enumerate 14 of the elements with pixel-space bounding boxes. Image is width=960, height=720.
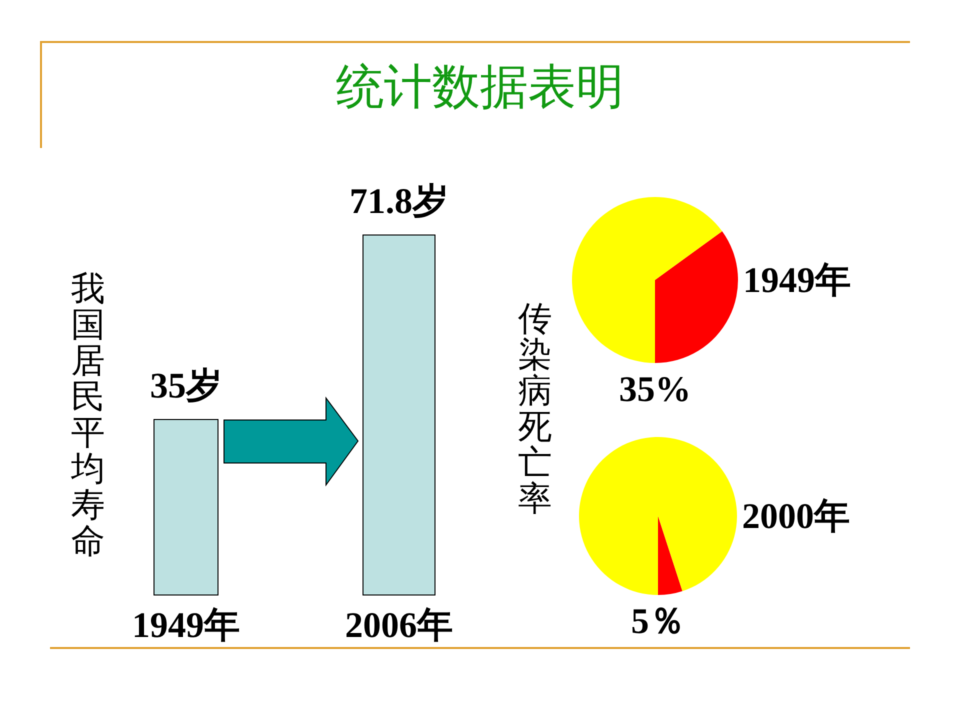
x-tick-label: 2006年 [345, 605, 453, 645]
chart-title: 统计数据表明 [336, 59, 624, 115]
pie-slice [658, 516, 682, 595]
y-axis-title: 我国居民平均寿命 [70, 269, 105, 562]
data-label: 71.8岁 [350, 181, 448, 221]
data-label: 35岁 [150, 366, 222, 406]
pie-slice [655, 231, 738, 363]
text: 传染病死亡率 [518, 299, 552, 520]
text: 2000年 [742, 496, 850, 536]
data-label: 35% [619, 369, 691, 409]
text: 1949年 [743, 260, 851, 300]
pie-slice [579, 437, 737, 595]
data-label: 5％ [631, 601, 685, 641]
pie-slice [572, 197, 722, 363]
